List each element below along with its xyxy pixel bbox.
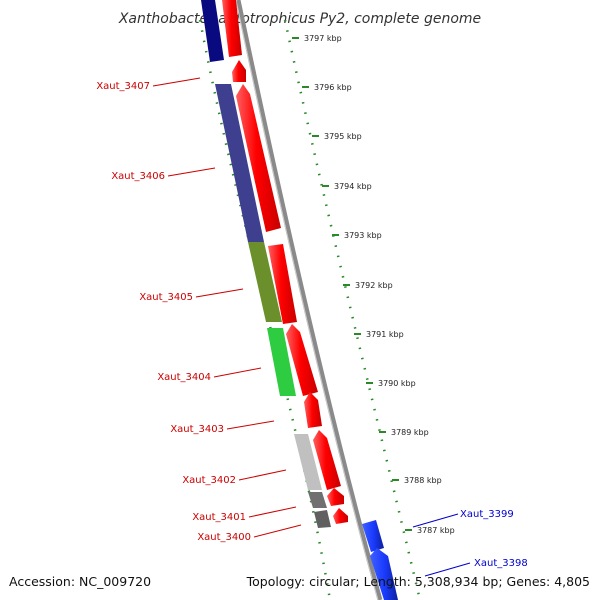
tick-label: 3788 kbp [404,476,442,485]
gene-block-top-left[interactable] [201,0,224,62]
cds-arrow-7[interactable] [313,430,341,490]
reverse-gene-labels: Xaut_3407 Xaut_3406 Xaut_3405 Xaut_3404 … [96,77,302,543]
kbp-ticks: 3797 kbp 3796 kbp 3795 kbp 3794 kbp 3793… [292,34,455,535]
gene-label-xaut-3403[interactable]: Xaut_3403 [170,424,224,435]
tick-label: 3795 kbp [324,132,362,141]
gene-block-xaut-3404[interactable] [267,328,296,396]
gene-block-xaut-3406[interactable] [248,242,282,322]
accession-text: Accession: NC_009720 [9,574,151,589]
tick-label: 3789 kbp [391,428,429,437]
gene-label-xaut-3400[interactable]: Xaut_3400 [197,532,251,543]
tick-label: 3790 kbp [378,379,416,388]
genome-backbone [235,0,383,600]
gene-label-xaut-3398[interactable]: Xaut_3398 [474,558,528,569]
map-title: Xanthobacter autotrophicus Py2, complete… [118,11,481,27]
cds-arrow-9[interactable] [333,508,348,524]
tick-label: 3797 kbp [304,34,342,43]
cds-arrow-2[interactable] [232,60,246,82]
gene-block-xaut-3398[interactable] [370,548,398,600]
gene-label-xaut-3407[interactable]: Xaut_3407 [96,81,150,92]
cds-arrow-5[interactable] [286,324,318,396]
gene-block-xaut-3401[interactable] [308,492,327,508]
gene-label-xaut-3399[interactable]: Xaut_3399 [460,509,514,520]
tick-label: 3793 kbp [344,231,382,240]
gene-block-xaut-3399[interactable] [362,520,384,552]
tick-label: 3792 kbp [355,281,393,290]
tick-label: 3787 kbp [417,526,455,535]
gene-label-xaut-3404[interactable]: Xaut_3404 [157,372,211,383]
gene-label-xaut-3401[interactable]: Xaut_3401 [192,512,246,523]
cds-arrow-6[interactable] [304,392,322,428]
tick-label: 3794 kbp [334,182,372,191]
tick-label: 3791 kbp [366,330,404,339]
cds-arrow-3[interactable] [236,84,281,232]
cds-track [222,0,348,524]
gene-label-xaut-3406[interactable]: Xaut_3406 [111,171,165,182]
gene-label-xaut-3405[interactable]: Xaut_3405 [139,292,193,303]
forward-gene-labels: Xaut_3399 Xaut_3398 [412,509,528,577]
gene-block-xaut-3402[interactable] [294,434,322,490]
cds-arrow-1[interactable] [222,0,242,57]
genome-info-text: Topology: circular; Length: 5,308,934 bp… [246,574,590,589]
forward-blue-genes [362,520,398,600]
cds-arrow-8[interactable] [327,488,344,506]
reverse-strand-genes [201,0,331,528]
cds-arrow-4[interactable] [268,244,297,324]
gene-block-xaut-3400[interactable] [314,510,331,528]
gene-label-xaut-3402[interactable]: Xaut_3402 [182,475,236,486]
gene-block-xaut-3407[interactable] [215,84,264,242]
tick-label: 3796 kbp [314,83,352,92]
